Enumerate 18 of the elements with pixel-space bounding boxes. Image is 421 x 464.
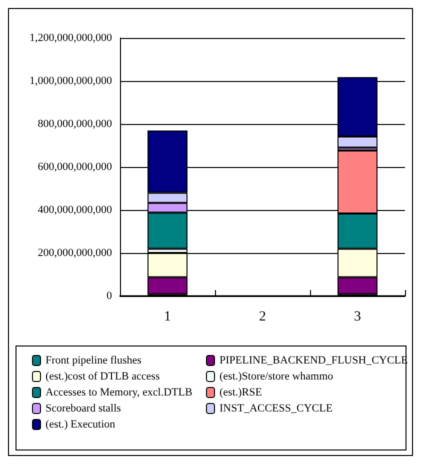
y-tick-label: 800,000,000,000 xyxy=(38,118,112,130)
x-tick-label: 3 xyxy=(354,310,361,324)
legend-label: INST_ACCESS_CYCLE xyxy=(220,402,333,414)
y-tick-label: 0 xyxy=(106,290,112,302)
y-tick-label: 400,000,000,000 xyxy=(38,204,112,216)
y-tick-label: 600,000,000,000 xyxy=(38,161,112,173)
legend-label: Accesses to Memory, excl.DTLB xyxy=(46,386,192,398)
legend-label: (est.)RSE xyxy=(220,386,262,398)
x-tick-label: 1 xyxy=(164,310,171,324)
legend-label: Scoreboard stalls xyxy=(46,402,121,414)
y-tick-label: 1,000,000,000,000 xyxy=(30,75,112,87)
legend-label: (est.)Store/store whammo xyxy=(220,370,334,382)
legend-label: (est.)cost of DTLB access xyxy=(46,370,160,382)
y-tick-label: 200,000,000,000 xyxy=(38,247,112,259)
legend-label: (est.) Execution xyxy=(46,418,116,430)
y-tick-label: 1,200,000,000,000 xyxy=(30,32,112,44)
x-tick-label: 2 xyxy=(259,310,266,324)
legend-label: Front pipeline flushes xyxy=(46,354,142,366)
